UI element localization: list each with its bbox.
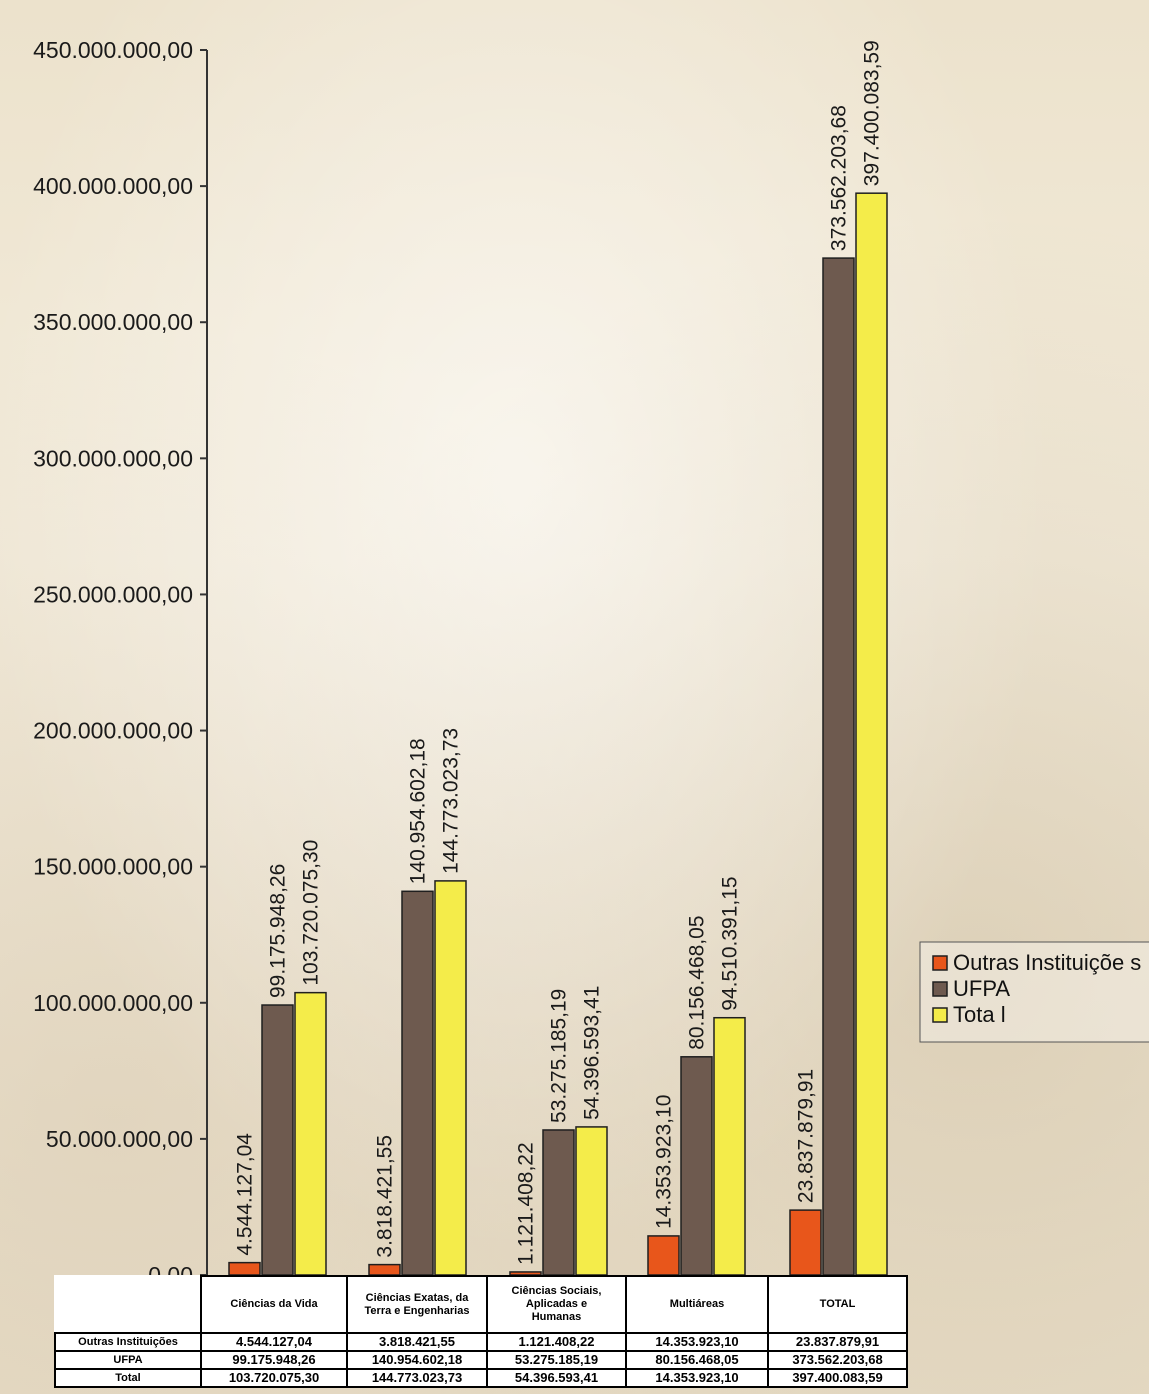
legend-swatch <box>932 1007 948 1023</box>
table-header-text: TOTAL <box>819 1298 856 1310</box>
table-cell: 80.156.468,05 <box>625 1350 769 1370</box>
table-header-row: Ciências da Vida Ciências Exatas, da Terr… <box>55 1275 908 1334</box>
bar <box>575 1126 608 1276</box>
y-tick-label: 450.000.000,00 <box>33 37 193 63</box>
data-label: 140.954.602,18 <box>407 738 430 884</box>
y-tick-label: 250.000.000,00 <box>33 581 193 607</box>
data-label: 53.275.185,19 <box>548 989 571 1123</box>
bars <box>228 192 888 1276</box>
y-tick-label: 350.000.000,00 <box>33 309 193 335</box>
table-header-text: Terra e Engenharias <box>364 1304 470 1317</box>
table-header-cell: Ciências Sociais, Aplicadas e Humanas <box>486 1275 627 1334</box>
table-header-text: Humanas <box>531 1311 582 1323</box>
table-row-label: Total <box>54 1368 202 1388</box>
table-header-text: Ciências Sociais, <box>511 1285 602 1297</box>
y-tick-label: 200.000.000,00 <box>33 718 193 744</box>
data-label: 397.400.083,59 <box>861 40 884 186</box>
y-tick-label: 300.000.000,00 <box>33 445 193 471</box>
table-cell: 3.818.421,55 <box>346 1332 488 1352</box>
legend-label: Tota l <box>953 1002 1006 1027</box>
table-cell: 397.400.083,59 <box>767 1368 908 1388</box>
bar <box>434 880 467 1276</box>
y-axis: 0,0050.000.000,00100.000.000,00150.000.0… <box>33 37 208 1288</box>
bar <box>855 192 888 1276</box>
y-tick-label: 50.000.000,00 <box>46 1126 193 1152</box>
table-cell: 103.720.075,30 <box>200 1368 348 1388</box>
bar <box>368 1263 401 1276</box>
bar <box>261 1004 294 1276</box>
table-row-label: Outras Instituições <box>54 1332 202 1352</box>
data-label: 99.175.948,26 <box>267 864 290 998</box>
data-label: 23.837.879,91 <box>795 1069 818 1203</box>
table-header-cell: Multiáreas <box>625 1275 769 1334</box>
table-cell: 4.544.127,04 <box>200 1332 348 1352</box>
table-header-cell: TOTAL <box>767 1275 908 1334</box>
table-cell: 53.275.185,19 <box>486 1350 627 1370</box>
legend-label: UFPA <box>953 976 1010 1001</box>
table-header-text: Ciências Exatas, da <box>365 1291 469 1304</box>
table-row-label: UFPA <box>54 1350 202 1370</box>
table-cell: 54.396.593,41 <box>486 1368 627 1388</box>
table-cell: 1.121.408,22 <box>486 1332 627 1352</box>
table-header-text: Ciências da Vida <box>230 1298 318 1310</box>
data-label: 3.818.421,55 <box>374 1135 397 1258</box>
table-row: Outras Instituições 4.544.127,04 3.818.4… <box>54 1332 908 1352</box>
bar <box>789 1209 822 1276</box>
bar <box>680 1056 713 1276</box>
legend-swatch <box>932 981 948 997</box>
bar <box>822 257 855 1276</box>
bar <box>294 991 327 1276</box>
table-cell: 373.562.203,68 <box>767 1350 908 1370</box>
table-corner <box>55 1276 201 1334</box>
table-header-text: Multiáreas <box>669 1298 725 1310</box>
data-label: 373.562.203,68 <box>828 105 851 251</box>
bar <box>509 1271 542 1276</box>
y-tick-label: 100.000.000,00 <box>33 990 193 1016</box>
data-label: 54.396.593,41 <box>581 986 604 1120</box>
data-labels: 4.544.127,04 99.175.948,26 103.720.075,30 3… <box>234 40 884 1265</box>
data-label: 4.544.127,04 <box>234 1133 257 1256</box>
table-header-text: Aplicadas e <box>525 1298 588 1310</box>
data-label: 14.353.923,10 <box>653 1095 676 1229</box>
table-cell: 140.954.602,18 <box>346 1350 488 1370</box>
data-label: 103.720.075,30 <box>300 840 323 986</box>
table-cell: 14.353.923,10 <box>625 1368 769 1388</box>
table-cell: 23.837.879,91 <box>767 1332 908 1352</box>
table-header-cell: Ciências Exatas, da Terra e Engenharias <box>346 1275 488 1334</box>
table-header-cell: Ciências da Vida <box>200 1275 348 1334</box>
y-tick-label: 400.000.000,00 <box>33 173 193 199</box>
legend-label: Outras Instituiçõe s <box>953 950 1141 975</box>
table-row: UFPA 99.175.948,26 140.954.602,18 53.275… <box>54 1350 908 1370</box>
table-row: Total 103.720.075,30 144.773.023,73 54.3… <box>54 1368 908 1388</box>
bar <box>647 1235 680 1276</box>
bar <box>228 1261 261 1276</box>
data-label: 94.510.391,15 <box>719 876 742 1010</box>
bar <box>713 1016 746 1276</box>
data-label: 1.121.408,22 <box>515 1142 538 1265</box>
table-cell: 14.353.923,10 <box>625 1332 769 1352</box>
data-table: Ciências da Vida Ciências Exatas, da Terr… <box>54 1275 908 1388</box>
data-label: 144.773.023,73 <box>440 728 463 874</box>
table-cell: 99.175.948,26 <box>200 1350 348 1370</box>
data-label: 80.156.468,05 <box>686 915 709 1049</box>
table-cell: 144.773.023,73 <box>346 1368 488 1388</box>
legend-box <box>919 941 1149 1043</box>
bar <box>542 1129 575 1276</box>
bar <box>401 890 434 1276</box>
legend-swatch <box>932 955 948 971</box>
y-tick-label: 150.000.000,00 <box>33 854 193 880</box>
